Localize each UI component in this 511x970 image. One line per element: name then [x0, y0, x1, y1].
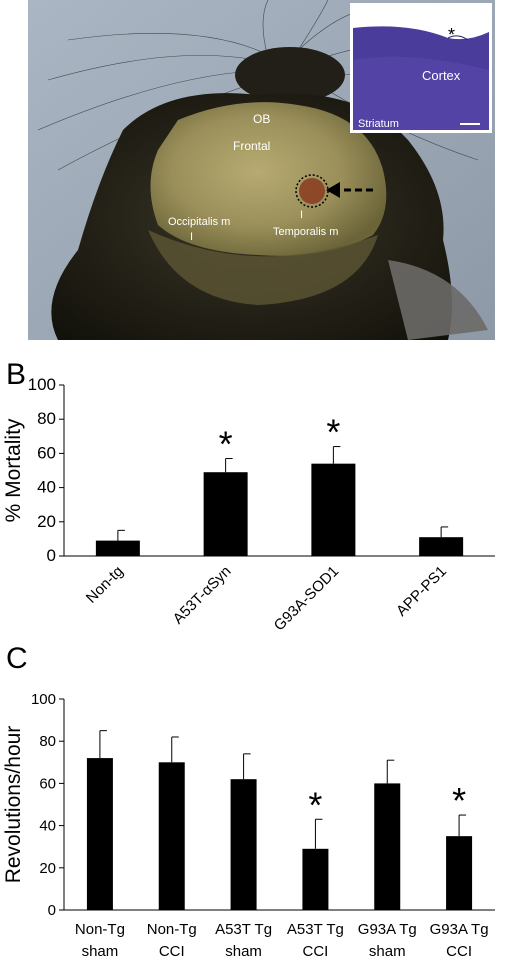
injury-site [299, 178, 325, 204]
x-tick-label: G93A Tg [358, 921, 417, 938]
x-tick-label: CCI [446, 943, 472, 960]
bar [230, 779, 257, 910]
mortality-bar-chart: 0 20 40 60 80 100 % Mortality Non-tg * A53T-αSyn *… [2, 375, 495, 635]
bar [419, 537, 464, 556]
y-tick-label: 100 [28, 375, 56, 394]
label-frontal: Frontal [233, 139, 270, 153]
x-tick-label: CCI [159, 943, 185, 960]
x-tick-label: Non-tg [83, 563, 127, 607]
x-tick-label: CCI [302, 943, 328, 960]
x-tick-label: Non-Tg [147, 921, 197, 938]
inset-cortex-label: Cortex [422, 68, 461, 83]
mouse-skull-photo: OB Frontal Occipitalis m I Temporalis m … [28, 0, 495, 340]
significance-star: * [452, 780, 466, 821]
revolutions-bar-chart: 0 20 40 60 80 100 Revolutions/hour Non-Tg sham No… [2, 691, 495, 960]
x-tick-label: Non-Tg [75, 921, 125, 938]
label-tick-left: I [190, 231, 193, 243]
label-occipitalis: Occipitalis m [168, 216, 230, 228]
bar [95, 540, 140, 556]
y-tick-label: 0 [47, 546, 56, 565]
inset-striatum-label: Striatum [358, 118, 399, 130]
y-axis-label: % Mortality [2, 418, 25, 522]
y-tick-label: 60 [37, 443, 56, 462]
x-tick-label: G93A Tg [430, 921, 489, 938]
snout [235, 47, 345, 103]
photo-illustration: OB Frontal Occipitalis m I Temporalis m … [28, 0, 495, 340]
bar [86, 758, 113, 910]
y-tick-label: 20 [39, 860, 56, 877]
panel-c-letter: C [6, 642, 28, 675]
x-tick-label: sham [225, 943, 262, 960]
x-tick-label: A53T Tg [287, 921, 344, 938]
y-axis-label: Revolutions/hour [2, 726, 25, 884]
y-tick-label: 80 [37, 409, 56, 428]
y-tick-label: 0 [48, 902, 56, 919]
inset-star: * [448, 25, 455, 45]
bar [203, 472, 248, 556]
y-tick-label: 40 [37, 478, 56, 497]
y-tick-label: 40 [39, 818, 56, 835]
panel-b-letter: B [6, 358, 27, 391]
bar [311, 463, 356, 556]
y-tick-label: 60 [39, 775, 56, 792]
histology-inset: Cortex Striatum * [350, 3, 492, 133]
ear-right [388, 260, 488, 340]
x-tick-label: A53T-αSyn [170, 563, 235, 628]
x-tick-label: A53T Tg [215, 921, 272, 938]
x-tick-label: G93A-SOD1 [271, 563, 343, 635]
label-tick-right: I [300, 209, 303, 221]
x-tick-label: APP-PS1 [393, 563, 450, 620]
bar [158, 762, 185, 910]
x-tick-label: sham [369, 943, 406, 960]
bar [302, 848, 329, 910]
exposed-skull [150, 102, 387, 256]
y-tick-label: 80 [39, 733, 56, 750]
significance-star: * [308, 784, 322, 825]
skin-fold [148, 230, 378, 305]
label-ob: OB [253, 112, 270, 126]
injury-arrowhead [326, 182, 340, 198]
bar [374, 783, 401, 910]
y-tick-label: 20 [37, 512, 56, 531]
label-temporalis: Temporalis m [273, 226, 338, 238]
significance-star: * [326, 412, 340, 453]
significance-star: * [219, 424, 233, 465]
x-tick-label: sham [82, 943, 119, 960]
bar [446, 836, 473, 910]
y-tick-label: 100 [31, 691, 56, 708]
